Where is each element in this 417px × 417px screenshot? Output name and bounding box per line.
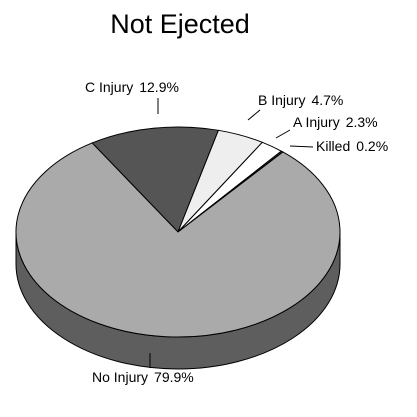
category-label: Killed <box>316 138 350 154</box>
chart-title: Not Ejected <box>110 9 250 39</box>
leader-line <box>247 109 261 121</box>
slice-label: No Injury 79.9% <box>92 369 194 385</box>
value-label: 2.3% <box>346 114 378 130</box>
slice-label: A Injury 2.3% <box>293 114 378 130</box>
value-label: 12.9% <box>139 79 179 95</box>
slice-label: Killed 0.2% <box>316 138 388 154</box>
leader-line <box>275 129 291 139</box>
value-label: 0.2% <box>356 138 388 154</box>
slice-label: C Injury 12.9% <box>85 79 179 95</box>
category-label: A Injury <box>293 114 340 130</box>
leader-line <box>289 145 314 148</box>
value-label: 79.9% <box>154 369 194 385</box>
pie-slice <box>91 126 220 233</box>
value-label: 4.7% <box>311 92 343 108</box>
category-label: B Injury <box>258 92 305 108</box>
slice-label: B Injury 4.7% <box>258 92 343 108</box>
category-label: No Injury <box>92 369 148 385</box>
pie-slice <box>15 142 341 338</box>
category-label: C Injury <box>85 79 133 95</box>
